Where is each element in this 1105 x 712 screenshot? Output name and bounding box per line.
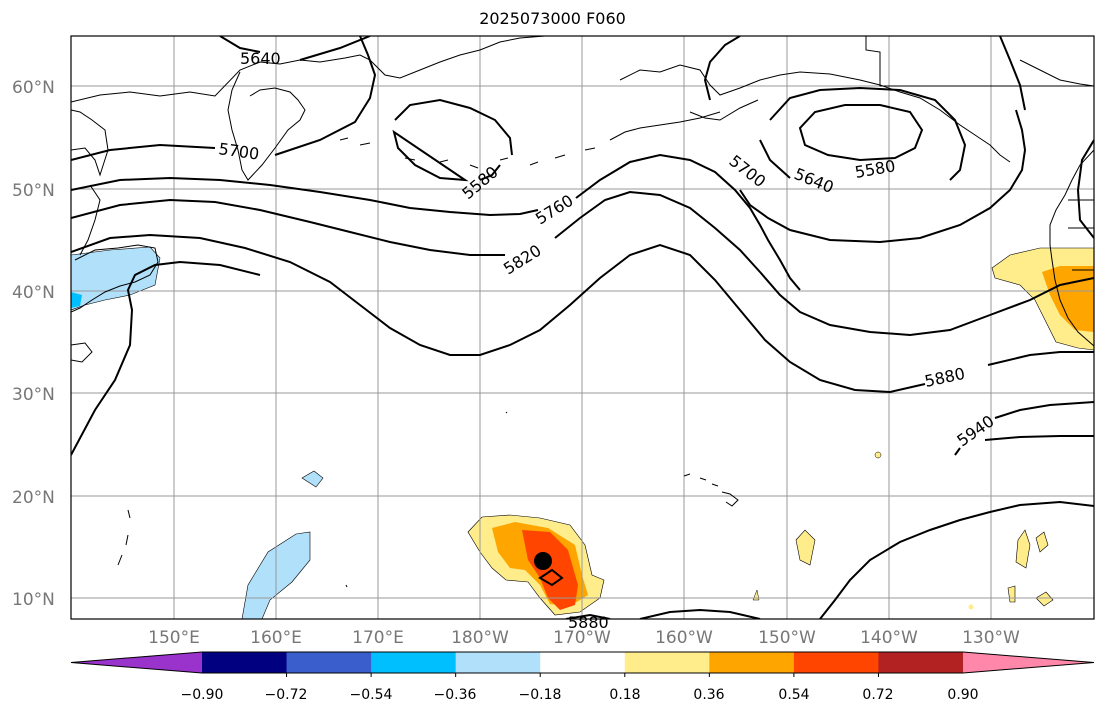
lon-label: 140°W [860,628,918,648]
colorbar-segment [71,652,202,673]
lat-label: 10°N [12,590,55,610]
storm-center-marker [534,552,552,570]
contour-label: 5640 [240,49,281,68]
map-title: 2025073000 F060 [479,9,626,28]
colorbar-segment [709,652,795,673]
colorbar-tick-label: −0.18 [519,687,562,703]
lat-label: 20°N [12,488,55,508]
colorbar-tick-label: 0.54 [778,687,809,703]
colorbar-segment [202,652,288,673]
colorbar-segment [624,652,710,673]
colorbar-segment [540,652,626,673]
lon-label: 130°W [962,628,1020,648]
colorbar-outline [70,651,1095,674]
lat-label: 40°N [12,283,55,303]
lat-label: 30°N [12,385,55,405]
contour-label: 5880 [568,613,609,632]
lat-label: 60°N [12,78,55,98]
lon-label: 170°E [352,628,404,648]
lat-label: 50°N [12,181,55,201]
colorbar-segment [286,652,372,673]
lon-label: 160°W [655,628,713,648]
map-frame [70,35,1095,620]
colorbar-tick-label: −0.54 [350,687,393,703]
colorbar-tick-label: 0.90 [947,687,978,703]
lon-label: 180°W [451,628,509,648]
colorbar-tick-label: −0.72 [265,687,308,703]
lon-label: 150°E [148,628,200,648]
lon-label: 150°W [758,628,816,648]
colorbar-segment [793,652,879,673]
colorbar-ticks: −0.90 −0.72 −0.54 −0.36 −0.18 0.18 0.36 … [181,687,979,703]
colorbar-tick-label: 0.18 [609,687,640,703]
lon-label: 170°W [553,628,611,648]
colorbar-tick-label: −0.90 [181,687,224,703]
colorbar-segment [455,652,541,673]
height-contours [71,36,1094,619]
lon-label: 160°E [250,628,302,648]
colorbar-tick-label: −0.36 [434,687,477,703]
longitude-labels: 150°E 160°E 170°E 180°W 170°W 160°W 150°… [148,628,1020,648]
colorbar-tick-label: 0.72 [862,687,893,703]
colorbar-tick-label: 0.36 [693,687,724,703]
latitude-labels: 60°N 50°N 40°N 30°N 20°N 10°N [12,78,55,610]
coastlines [71,36,1094,588]
colorbar [70,651,1095,677]
colorbar-segment [963,652,1094,673]
colorbar-segment [371,652,457,673]
gridlines [71,36,1094,619]
colorbar-segment [878,652,964,673]
